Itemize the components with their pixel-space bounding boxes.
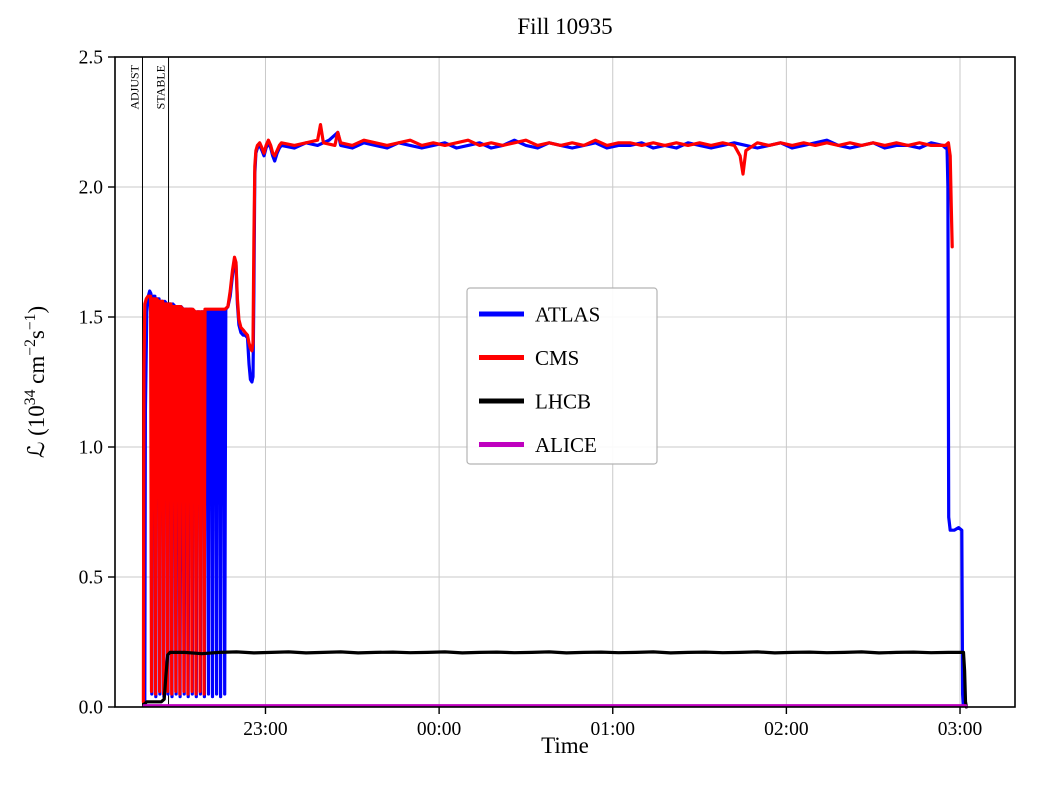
y-tick-label: 0.0 <box>79 698 103 719</box>
y-axis-label: ℒ (1034 cm−2s−1) <box>22 306 50 458</box>
legend-label-alice: ALICE <box>535 433 597 457</box>
chart-title: Fill 10935 <box>517 14 613 39</box>
y-tick-label: 0.5 <box>79 568 103 589</box>
x-tick-label: 00:00 <box>417 719 461 740</box>
x-tick-label: 01:00 <box>591 719 635 740</box>
y-axis-label-part: ℒ (10 <box>23 405 49 459</box>
y-axis-label-part: s <box>23 330 49 340</box>
beam-mode-label-adjust: ADJUST <box>127 64 141 109</box>
y-axis-label-part: −2 <box>22 339 40 356</box>
y-axis-label-part: −1 <box>22 313 40 331</box>
legend-label-lhcb: LHCB <box>535 390 591 414</box>
x-axis-label: Time <box>541 733 589 758</box>
legend-label-atlas: ATLAS <box>535 303 600 327</box>
x-tick-label: 02:00 <box>764 719 808 740</box>
y-tick-label: 2.0 <box>79 178 103 199</box>
series-cms-line <box>141 122 954 704</box>
beam-mode-label-stable: STABLE <box>154 65 168 109</box>
legend-label-cms: CMS <box>535 346 579 370</box>
plot-frame <box>114 56 1016 708</box>
y-tick-label: 1.5 <box>79 308 103 329</box>
x-tick-label: 03:00 <box>938 719 982 740</box>
y-axis-label-part: cm <box>23 355 49 390</box>
x-tick-label: 23:00 <box>243 719 287 740</box>
y-axis-label-part: 34 <box>22 389 40 406</box>
y-tick-label: 1.0 <box>79 438 103 459</box>
y-axis-label-part: ) <box>23 305 49 314</box>
series-alice-line <box>142 704 969 709</box>
y-tick-label: 2.5 <box>79 48 103 69</box>
series-lhcb-line <box>142 650 969 709</box>
legend-box <box>466 287 658 465</box>
